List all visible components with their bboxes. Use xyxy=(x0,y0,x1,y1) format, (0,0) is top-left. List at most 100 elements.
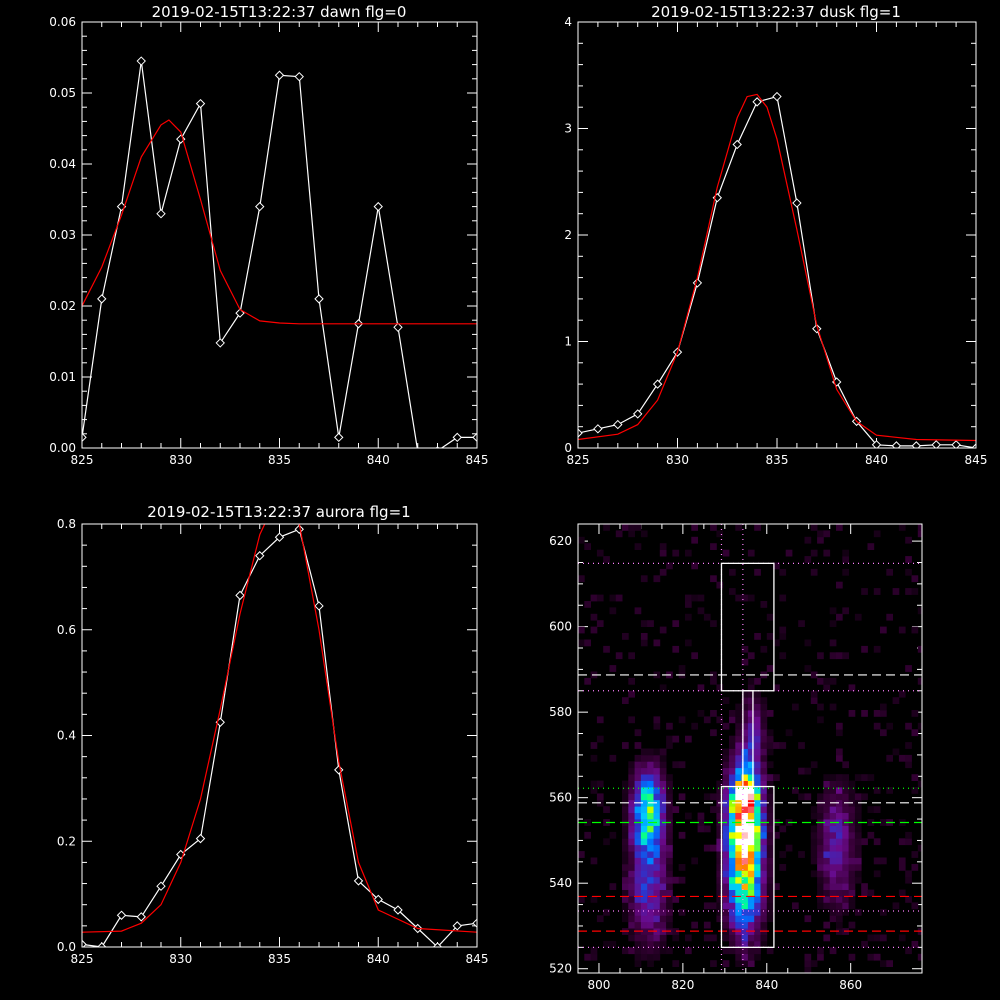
spectrogram-heat-cell xyxy=(653,889,661,897)
spectrogram-heat-cell xyxy=(666,851,673,858)
spectrogram-heat-cell xyxy=(836,928,843,935)
spectrogram-heat-cell xyxy=(716,825,724,833)
spectrogram-heat-cell xyxy=(685,812,692,820)
spectrogram-heat-cell xyxy=(836,921,843,929)
dusk-data-point xyxy=(891,441,902,448)
spectrogram-y-tick-label: 600 xyxy=(549,620,572,634)
spectrogram-heat-cell xyxy=(754,889,761,897)
spectrogram-heat-cell xyxy=(861,774,868,781)
spectrogram-heat-cell xyxy=(716,530,724,538)
dawn-y-tick-label: 0.04 xyxy=(49,157,76,171)
spectrogram-heat-cell xyxy=(722,947,730,955)
spectrogram-heat-cell xyxy=(735,774,742,781)
spectrogram-heat-cell xyxy=(729,940,736,948)
spectrogram-heat-cell xyxy=(659,793,667,801)
spectrogram-heat-cell xyxy=(829,876,837,884)
spectrogram-heat-cell xyxy=(710,710,717,717)
spectrogram-heat-cell xyxy=(779,825,787,833)
spectrogram-heat-cell xyxy=(729,812,736,820)
dawn-data-point xyxy=(136,56,146,66)
spectrogram-heat-cell xyxy=(590,780,598,788)
spectrogram-region-box xyxy=(742,690,754,788)
spectrogram-heat-cell xyxy=(760,703,768,711)
spectrogram-heat-cell xyxy=(747,864,755,871)
spectrogram-heat-cell xyxy=(842,831,849,839)
spectrogram-heat-cell xyxy=(836,857,843,865)
spectrogram-heat-cell xyxy=(854,851,862,858)
spectrogram-heat-cell xyxy=(829,607,837,615)
aurora-data-point xyxy=(373,894,383,905)
spectrogram-x-tick-label: 820 xyxy=(671,978,694,992)
spectrogram-heat-cell xyxy=(867,831,875,839)
spectrogram-heat-cell xyxy=(829,864,837,871)
spectrogram-heat-cell xyxy=(596,793,604,801)
spectrogram-heat-cell xyxy=(873,710,881,717)
spectrogram-heat-cell xyxy=(628,690,635,698)
spectrogram-heat-cell xyxy=(747,883,755,890)
spectrogram-heat-cell xyxy=(722,864,730,871)
spectrogram-heat-cell xyxy=(829,652,837,660)
spectrogram-heat-cell xyxy=(779,633,787,640)
spectrogram-heat-cell xyxy=(735,742,742,749)
spectrogram-heat-cell xyxy=(653,812,661,820)
spectrogram-heat-cell xyxy=(647,825,654,833)
aurora-data-point xyxy=(353,876,364,886)
spectrogram-heat-cell xyxy=(798,742,805,749)
spectrogram-heat-cell xyxy=(640,819,648,826)
spectrogram-heat-cell xyxy=(842,902,849,910)
spectrogram-heat-cell xyxy=(848,806,856,813)
dawn-x-tick-label: 830 xyxy=(169,453,192,467)
spectrogram-heat-cell xyxy=(647,953,654,961)
spectrogram-heat-cell xyxy=(779,652,787,660)
spectrogram-heat-cell xyxy=(823,838,831,846)
spectrogram-heat-cell xyxy=(854,876,862,884)
spectrogram-heat-cell xyxy=(722,908,730,916)
spectrogram-heat-cell xyxy=(905,947,912,955)
spectrogram-heat-cell xyxy=(741,799,749,807)
spectrogram-heat-cell xyxy=(678,793,686,801)
spectrogram-heat-cell xyxy=(741,844,749,852)
spectrogram-heat-cell xyxy=(710,960,717,967)
aurora-data-point xyxy=(432,942,443,947)
spectrogram-heat-cell xyxy=(609,831,617,839)
spectrogram-heat-cell xyxy=(697,825,705,833)
spectrogram-heat-cell xyxy=(716,716,724,724)
spectrogram-heat-cell xyxy=(854,793,862,801)
spectrogram-heat-cell xyxy=(861,645,868,653)
spectrogram-heat-cell xyxy=(722,793,730,801)
spectrogram-heat-cell xyxy=(634,761,642,769)
spectrogram-heat-cell xyxy=(590,626,598,634)
spectrogram-heat-cell xyxy=(842,806,849,813)
aurora-spectrum-panel: 2019-02-15T13:22:37 aurora flg=1 825 830 8… xyxy=(57,503,489,966)
spectrogram-heat-cell xyxy=(722,697,730,704)
spectrogram-heat-cell xyxy=(842,844,849,852)
spectrogram-heat-cell xyxy=(647,857,654,865)
dawn-data-point xyxy=(274,70,285,80)
spectrogram-heat-cell xyxy=(766,857,774,865)
spectrogram-heat-cell xyxy=(622,697,629,704)
spectrogram-heat-cell xyxy=(766,812,774,820)
spectrogram-heat-cell xyxy=(640,620,648,627)
spectrogram-heat-cell xyxy=(622,831,629,839)
spectrogram-heat-cell xyxy=(729,787,736,794)
spectrogram-heat-cell xyxy=(773,831,780,839)
spectrogram-heat-cell xyxy=(735,908,742,916)
spectrogram-heat-cell xyxy=(766,902,774,910)
spectrogram-heat-cell xyxy=(747,960,755,967)
spectrogram-heat-cell xyxy=(917,530,922,538)
dusk-data-point xyxy=(692,278,703,288)
spectrogram-heat-cell xyxy=(678,864,686,871)
spectrogram-heat-cell xyxy=(735,940,742,948)
spectrogram-heat-cell xyxy=(716,780,724,788)
dawn-data-point xyxy=(393,322,403,333)
spectrogram-heat-cell xyxy=(747,825,755,833)
spectrogram-heat-cell xyxy=(747,549,755,557)
spectrogram-heat-cell xyxy=(823,530,831,538)
spectrogram-heat-cell xyxy=(735,831,742,839)
spectrogram-heat-cell xyxy=(634,838,642,846)
spectrogram-heat-cell xyxy=(747,921,755,929)
spectrogram-heat-cell xyxy=(760,864,768,871)
spectrogram-heat-cell xyxy=(848,787,856,794)
spectrogram-heat-cell xyxy=(823,876,831,884)
spectrogram-heat-cell xyxy=(829,831,837,839)
